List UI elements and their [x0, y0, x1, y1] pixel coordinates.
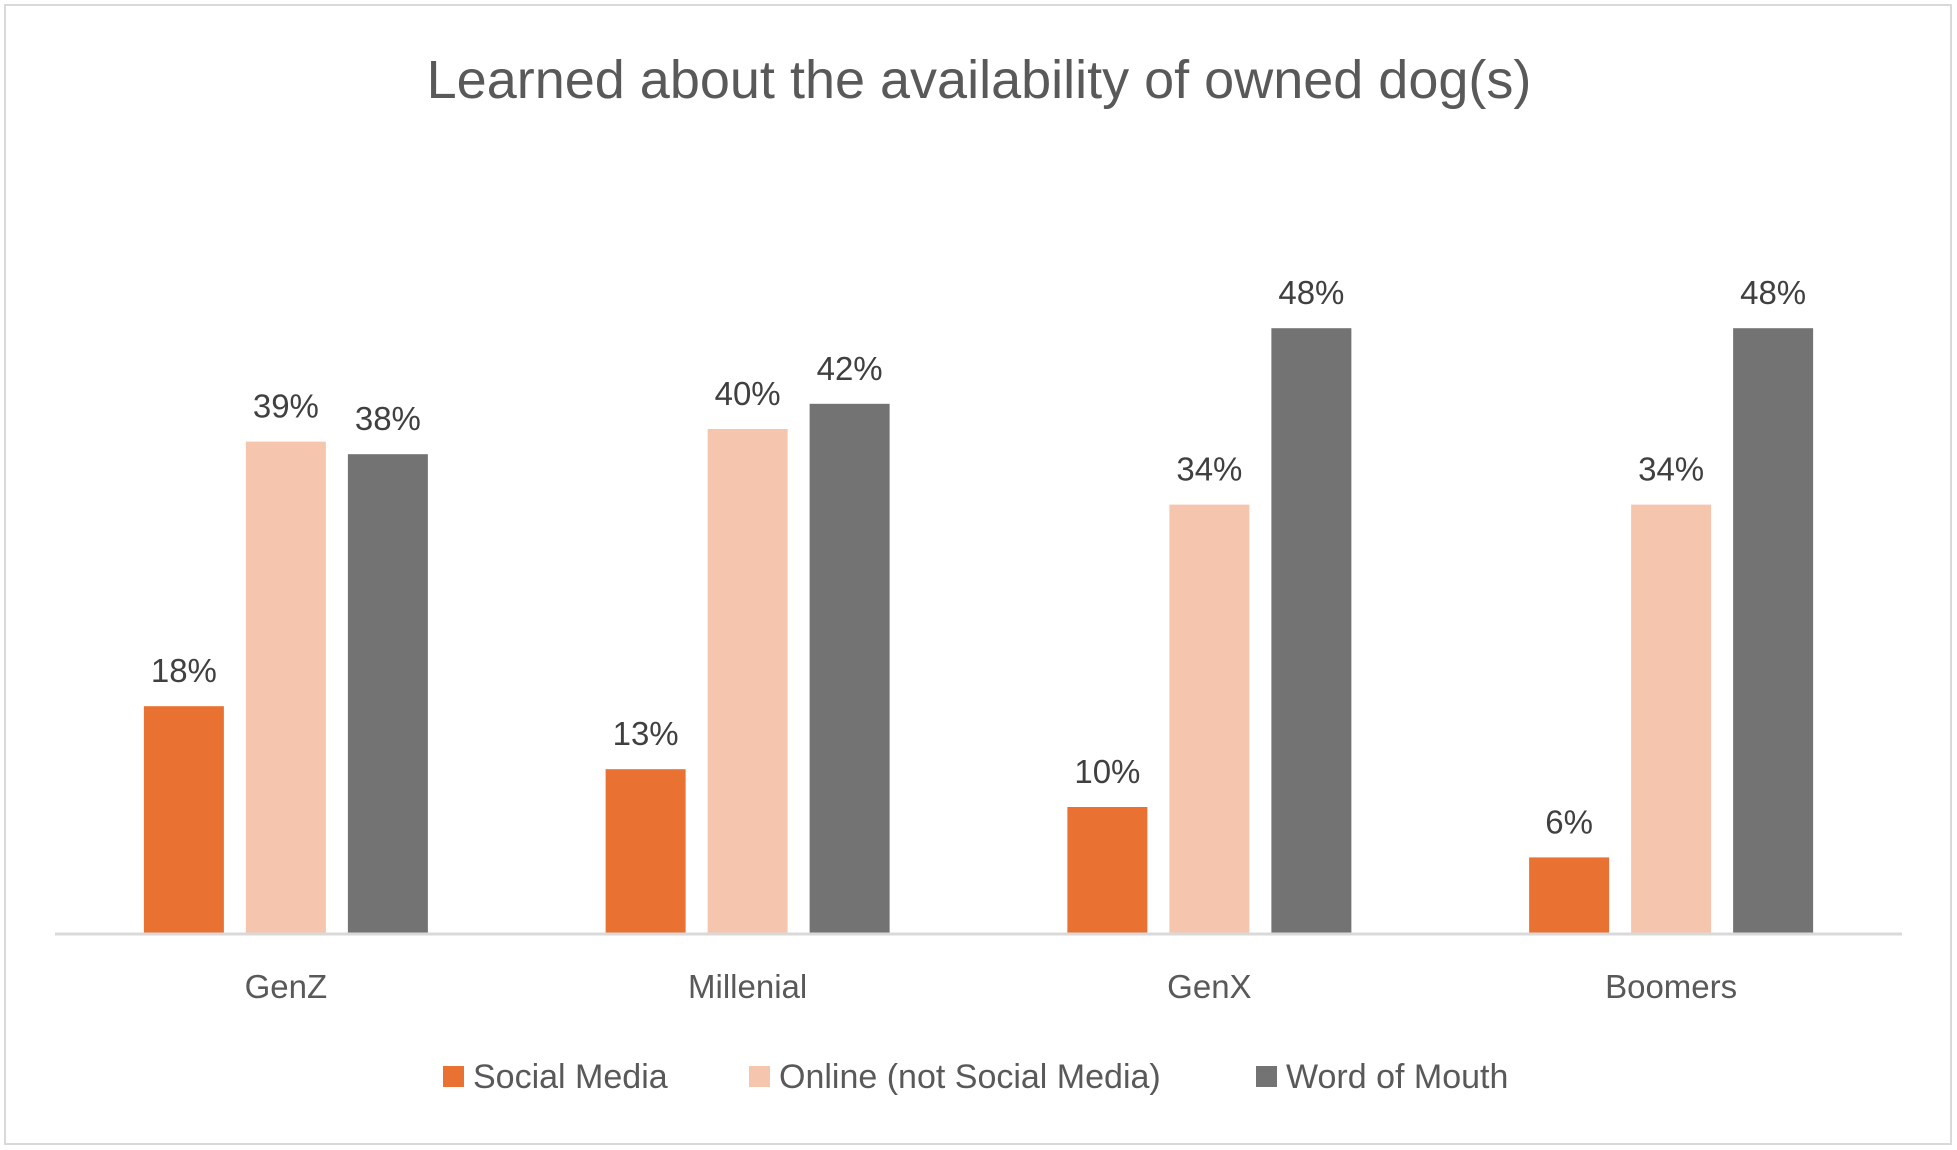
plot-area: 18% 39% 38% 13% 40% 42% 10% 34% 48% 6% 34% 48%	[143, 274, 1814, 933]
legend-label: Social Media	[473, 1058, 668, 1096]
data-label: 42%	[817, 350, 883, 387]
bar-genx-1	[1169, 504, 1250, 933]
bar-millenial-0	[605, 769, 686, 933]
legend-label: Word of Mouth	[1286, 1058, 1508, 1096]
category-label: GenX	[1167, 968, 1251, 1005]
bar-millenial-2	[809, 403, 890, 933]
category-label: Boomers	[1605, 968, 1737, 1005]
data-label: 48%	[1740, 274, 1806, 311]
bar-millenial-1	[707, 429, 788, 933]
legend: Social Media Online (not Social Media) Wor…	[443, 1058, 1508, 1096]
legend-swatch	[1256, 1066, 1277, 1087]
bar-genz-0	[143, 706, 224, 933]
legend-label: Online (not Social Media)	[779, 1058, 1161, 1096]
data-label: 13%	[613, 715, 679, 752]
bar-boomers-1	[1631, 504, 1712, 933]
chart-title: Learned about the availability of owned …	[427, 50, 1532, 110]
bar-genx-2	[1271, 328, 1352, 933]
data-label: 39%	[253, 388, 319, 425]
data-label: 48%	[1278, 274, 1344, 311]
category-label: GenZ	[245, 968, 328, 1005]
legend-swatch	[749, 1066, 770, 1087]
data-label: 6%	[1545, 803, 1593, 840]
bar-boomers-2	[1733, 328, 1814, 933]
bar-boomers-0	[1529, 857, 1610, 933]
data-label: 38%	[355, 400, 421, 437]
data-label: 10%	[1074, 753, 1140, 790]
bar-genx-0	[1067, 807, 1148, 933]
bar-genz-2	[347, 454, 428, 933]
bar-genz-1	[245, 441, 326, 933]
data-label: 34%	[1176, 451, 1242, 488]
legend-swatch	[443, 1066, 464, 1087]
category-axis: GenZ Millenial GenX Boomers	[245, 968, 1738, 1005]
data-label: 34%	[1638, 451, 1704, 488]
chart-border	[4, 4, 1952, 1145]
category-label: Millenial	[688, 968, 807, 1005]
data-label: 18%	[151, 652, 217, 689]
data-label: 40%	[715, 375, 781, 412]
